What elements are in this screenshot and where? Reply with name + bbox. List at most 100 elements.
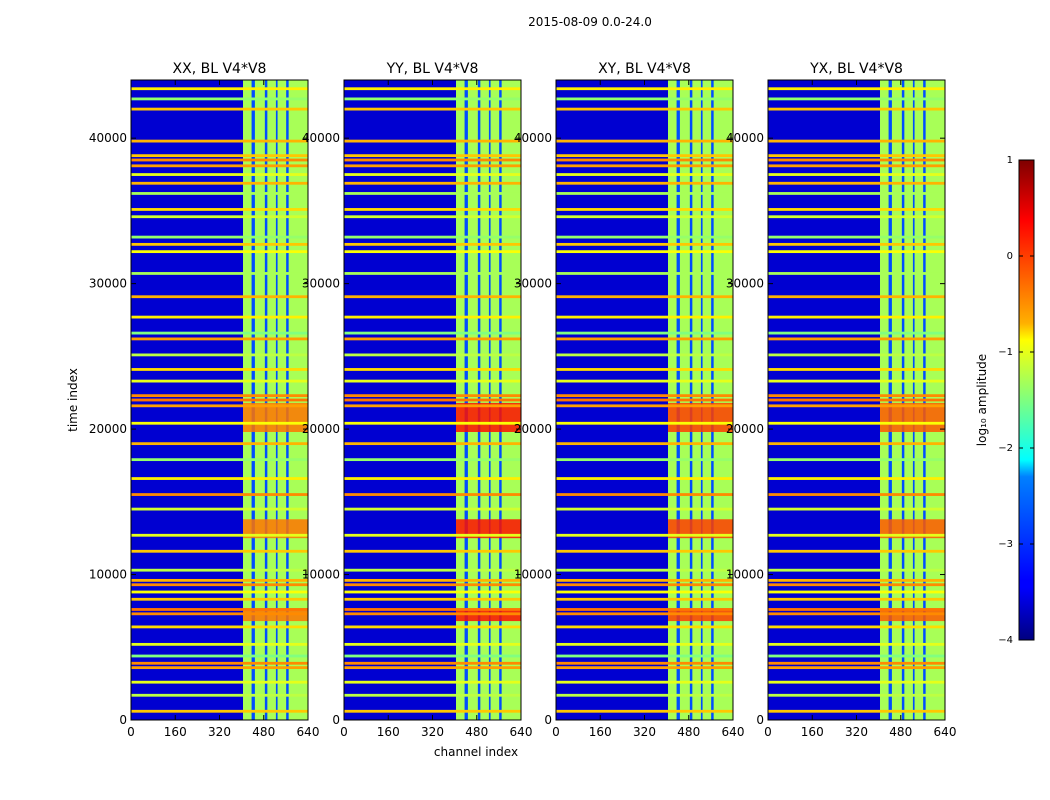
rfi-row: [344, 295, 521, 299]
panel-title: YY, BL V4*V8: [386, 61, 479, 77]
rfi-row: [344, 215, 521, 219]
rfi-row: [768, 612, 945, 616]
rfi-row: [344, 250, 521, 254]
rfi-row: [131, 173, 308, 176]
rfi-row: [768, 272, 945, 275]
rfi-row: [131, 192, 308, 195]
burst-region: [243, 519, 308, 539]
rfi-row: [131, 709, 308, 713]
rfi-row: [556, 192, 733, 195]
rfi-row: [768, 192, 945, 195]
rfi-row: [556, 642, 733, 646]
heatmap-1: [344, 80, 521, 720]
rfi-row: [768, 597, 945, 601]
rfi-row: [344, 272, 521, 275]
rfi-row: [556, 181, 733, 185]
burst-region: [668, 609, 733, 622]
panel-title: XX, BL V4*V8: [173, 61, 267, 77]
rfi-row: [131, 242, 308, 246]
rfi-row: [344, 398, 521, 402]
panel-0: XX, BL V4*V8 0 160 320 480 640 0 10000 20000 3000…: [89, 61, 320, 739]
rfi-row: [556, 568, 733, 572]
colorbar-tick-label: −1: [998, 347, 1013, 358]
rfi-row: [556, 242, 733, 246]
rfi-row: [768, 583, 945, 587]
rfi-row: [344, 549, 521, 553]
y-tick-label: 0: [544, 713, 552, 727]
y-tick-label: 10000: [89, 568, 127, 582]
rfi-row: [344, 107, 521, 111]
rfi-row: [131, 661, 308, 665]
rfi-row: [768, 87, 945, 91]
y-tick-label: 20000: [726, 422, 764, 436]
rfi-row: [344, 154, 521, 158]
rfi-row: [556, 590, 733, 594]
panel-1: YY, BL V4*V8 0 160 320 480 640 0 10000 20000 3000…: [302, 61, 533, 739]
heatmap-3: [768, 80, 945, 720]
burst-region: [668, 402, 733, 432]
rfi-row: [768, 139, 945, 143]
rfi-row: [131, 250, 308, 254]
heatmap-0: [131, 80, 308, 720]
rfi-row: [131, 666, 308, 670]
y-tick-label: 20000: [514, 422, 552, 436]
rfi-row: [556, 394, 733, 398]
rfi-row: [131, 379, 308, 383]
rfi-row: [768, 337, 945, 341]
panel-title: YX, BL V4*V8: [809, 61, 903, 77]
rfi-row: [556, 421, 733, 425]
rfi-row: [768, 353, 945, 357]
rfi-row: [131, 578, 308, 582]
rfi-row: [556, 107, 733, 111]
rfi-row: [344, 442, 521, 446]
rfi-row: [131, 421, 308, 425]
y-tick-label: 40000: [726, 131, 764, 145]
rfi-row: [556, 404, 733, 408]
y-tick-label: 0: [119, 713, 127, 727]
rfi-row: [131, 568, 308, 572]
rfi-row: [556, 661, 733, 665]
rfi-row: [131, 272, 308, 275]
rfi-row: [131, 331, 308, 335]
colorbar-ticks: 1 0 −1 −2 −3 −4: [998, 155, 1034, 646]
rfi-row: [556, 315, 733, 319]
rfi-row: [344, 458, 521, 462]
rfi-row: [344, 87, 521, 91]
rfi-row: [556, 368, 733, 371]
rfi-row: [768, 97, 945, 101]
rfi-row: [768, 654, 945, 658]
burst-region: [456, 609, 521, 622]
rfi-row: [344, 192, 521, 195]
rfi-row: [131, 590, 308, 594]
rfi-row: [768, 315, 945, 319]
rfi-row: [556, 398, 733, 402]
y-axis-label: time index: [66, 368, 80, 432]
rfi-row: [131, 549, 308, 553]
y-tick-label: 40000: [89, 131, 127, 145]
rfi-row: [131, 458, 308, 462]
rfi-row: [556, 533, 733, 537]
burst-region: [668, 519, 733, 539]
rfi-row: [556, 353, 733, 357]
rfi-row: [344, 533, 521, 537]
rfi-row: [768, 625, 945, 629]
rfi-row: [556, 272, 733, 275]
rfi-row: [768, 642, 945, 646]
rfi-row: [768, 331, 945, 335]
rfi-row: [768, 590, 945, 594]
y-tick-label: 10000: [302, 568, 340, 582]
x-tick-label: 0: [127, 725, 135, 739]
rfi-row: [131, 235, 308, 239]
rfi-row: [768, 242, 945, 246]
x-tick-label: 160: [377, 725, 400, 739]
rfi-row: [344, 477, 521, 480]
rfi-row: [131, 612, 308, 616]
rfi-row: [131, 493, 308, 496]
y-tick-label: 30000: [726, 277, 764, 291]
x-tick-label: 160: [801, 725, 824, 739]
y-tick-label: 30000: [302, 277, 340, 291]
rfi-row: [131, 164, 308, 168]
rfi-row: [768, 398, 945, 402]
rfi-row: [131, 154, 308, 158]
